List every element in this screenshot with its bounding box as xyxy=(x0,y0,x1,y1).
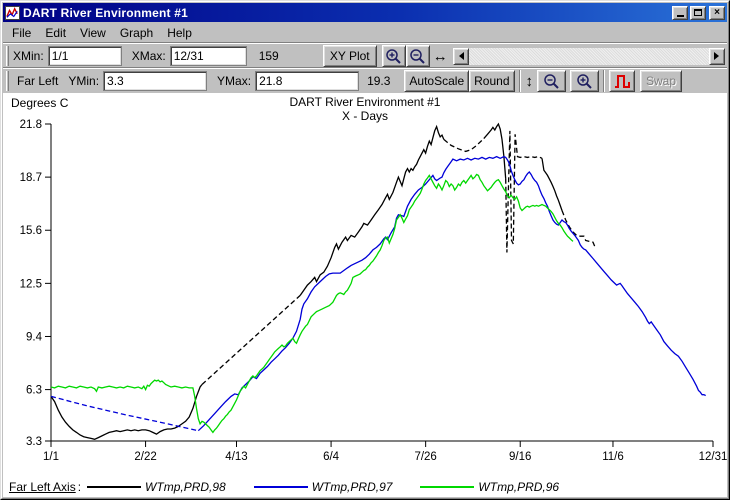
zoom-in-icon xyxy=(386,48,401,64)
ymin-input[interactable] xyxy=(103,71,208,91)
round-button[interactable]: Round xyxy=(469,70,515,92)
legend-swatch-98 xyxy=(87,486,142,488)
xy-plot-button[interactable]: XY Plot xyxy=(322,45,377,67)
y-axis-units-label: Degrees C xyxy=(11,96,69,110)
xmin-input[interactable] xyxy=(47,46,122,66)
series-line-0 xyxy=(541,158,563,211)
minimize-icon xyxy=(676,15,684,17)
x-zoom-out-button[interactable] xyxy=(405,45,430,67)
left-arrow-icon xyxy=(455,52,464,60)
series-line-0 xyxy=(561,210,597,248)
plot-canvas[interactable]: 3.3 6.3 9.4 12.5 15.6 18.7 21.8 1/1 2/22 4/13 6/4 7… xyxy=(3,93,727,487)
menu-file[interactable]: File xyxy=(12,25,32,40)
menu-help[interactable]: Help xyxy=(167,25,192,40)
legend-axis-name: Far Left Axis xyxy=(9,480,76,494)
series-line-0 xyxy=(443,138,485,153)
vertical-range-icon: ↕ xyxy=(525,72,534,90)
maximize-button[interactable] xyxy=(690,5,706,20)
series-line-0 xyxy=(201,294,301,385)
series-line-1 xyxy=(50,395,199,432)
ymin-label: YMin: xyxy=(68,74,100,88)
zoom-out-icon xyxy=(410,48,425,64)
y-readout: 19.3 xyxy=(367,74,391,88)
window-title: DART River Environment #1 xyxy=(23,5,189,20)
series-line-0 xyxy=(50,384,203,440)
toolbar-grip[interactable] xyxy=(6,71,9,91)
x-tick-label: 7/26 xyxy=(414,451,436,463)
x-zoom-in-button[interactable] xyxy=(381,45,406,67)
app-icon xyxy=(5,5,20,20)
xmax-input[interactable] xyxy=(169,46,247,66)
y-toolbar: Far Left YMin: YMax: 19.3 AutoScale Roun… xyxy=(3,68,727,93)
y-tick-label: 15.6 xyxy=(20,225,42,237)
x-scrollbar[interactable] xyxy=(452,47,725,65)
scroll-left-button[interactable] xyxy=(452,47,469,65)
x-tick-label: 2/22 xyxy=(134,451,156,463)
y-tick-label: 6.3 xyxy=(26,385,42,397)
legend-label-96: WTmp,PRD,96 xyxy=(478,480,560,494)
scroll-right-button[interactable] xyxy=(709,47,725,65)
series-line-0 xyxy=(299,124,445,296)
legend-swatch-97 xyxy=(253,486,308,488)
y-tick-label: 9.4 xyxy=(26,331,43,343)
xmax-label: XMax: xyxy=(131,49,166,63)
menu-view[interactable]: View xyxy=(80,25,106,40)
y-tick-label: 18.7 xyxy=(20,172,42,184)
menu-graph[interactable]: Graph xyxy=(119,25,154,40)
ymax-input[interactable] xyxy=(255,71,360,91)
menu-bar: File Edit View Graph Help xyxy=(3,22,727,43)
menu-edit[interactable]: Edit xyxy=(45,25,67,40)
xmin-label: XMin: xyxy=(13,49,44,63)
legend-swatch-96 xyxy=(420,486,475,488)
x-tick-label: 9/16 xyxy=(509,451,531,463)
minimize-button[interactable] xyxy=(672,5,688,20)
close-button[interactable]: × xyxy=(709,5,725,20)
toolbar-grip[interactable] xyxy=(6,46,9,66)
step-plot-button[interactable] xyxy=(609,70,635,92)
chart-subtitle: X - Days xyxy=(341,109,388,123)
maximize-icon xyxy=(694,9,702,16)
toolbar-separator xyxy=(518,70,521,92)
x-toolbar: XMin: XMax: 159 XY Plot xyxy=(3,43,727,68)
series-line-2 xyxy=(50,173,574,434)
right-arrow-icon xyxy=(714,52,723,60)
y-tick-label: 12.5 xyxy=(20,278,42,290)
y-tick-label: 21.8 xyxy=(20,119,42,131)
series-line-0 xyxy=(505,130,543,253)
step-wave-icon xyxy=(615,74,630,88)
ymax-label: YMax: xyxy=(217,74,252,88)
series-line-1 xyxy=(197,155,706,432)
x-readout: 159 xyxy=(258,49,279,63)
legend-colon: : xyxy=(77,480,82,494)
chart-panel: Degrees C DART River Environment #1 X - … xyxy=(3,93,727,497)
zoom-out-icon xyxy=(544,73,559,89)
zoom-in-icon xyxy=(577,73,592,89)
autoscale-button[interactable]: AutoScale xyxy=(404,70,470,92)
series-line-0 xyxy=(483,122,507,179)
toolbar-separator xyxy=(603,70,605,92)
legend-label-97: WTmp,PRD,97 xyxy=(311,480,393,494)
close-icon: × xyxy=(714,6,720,18)
y-zoom-in-button[interactable] xyxy=(570,70,599,92)
x-scrollbar-track[interactable] xyxy=(468,47,709,65)
legend-label-98: WTmp,PRD,98 xyxy=(145,480,226,494)
x-tick-label: 4/13 xyxy=(225,451,247,463)
title-bar[interactable]: DART River Environment #1 × xyxy=(3,3,727,22)
x-tick-label: 11/6 xyxy=(602,451,624,463)
horizontal-range-icon: ↔ xyxy=(432,47,448,65)
y-zoom-out-button[interactable] xyxy=(537,70,566,92)
x-tick-label: 1/1 xyxy=(43,451,59,463)
swap-button[interactable]: Swap xyxy=(640,70,683,92)
x-tick-label: 6/4 xyxy=(323,451,340,463)
chart-legend: Far Left Axis : WTmp,PRD,98 WTmp,PRD,97 … xyxy=(9,480,587,494)
axis-name-label: Far Left xyxy=(17,74,59,88)
y-tick-label: 3.3 xyxy=(26,436,42,448)
x-tick-label: 12/31 xyxy=(699,451,727,463)
chart-title: DART River Environment #1 xyxy=(289,95,441,109)
